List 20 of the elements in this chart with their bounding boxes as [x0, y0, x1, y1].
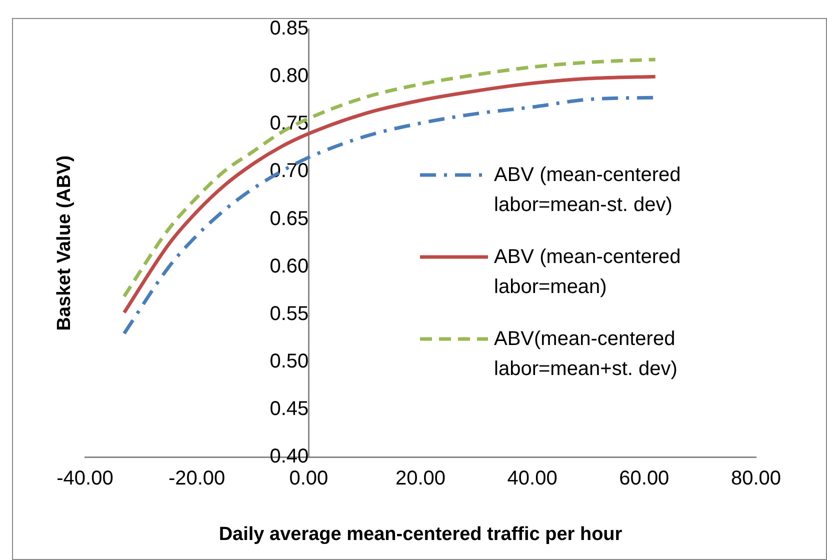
y-tick-label: 0.80 [270, 65, 309, 88]
x-tick-label: 20.00 [395, 468, 446, 490]
legend-label: ABV (mean-centered labor=mean-st. dev) [494, 163, 682, 218]
y-tick-label: 0.50 [270, 350, 309, 373]
y-tick-label: 0.55 [270, 302, 309, 325]
y-tick-label: 0.60 [270, 255, 309, 278]
x-tick-label: 40.00 [507, 468, 558, 490]
legend-label: ABV(mean-centered labor=mean+st. dev) [494, 327, 678, 382]
x-tick-label: -40.00 [56, 468, 114, 490]
y-tick-label: 0.45 [270, 398, 309, 420]
x-tick-label: 0.00 [289, 468, 328, 490]
y-axis-title: Basket Value (ABV) [54, 155, 76, 331]
y-tick-label: 0.40 [270, 446, 309, 468]
x-tick-label: -20.00 [168, 468, 226, 490]
legend-label: ABV (mean-centered labor=mean) [494, 245, 682, 300]
y-tick-label: 0.85 [270, 18, 309, 40]
x-tick-label: 80.00 [730, 468, 782, 490]
y-tick-label: 0.65 [270, 208, 309, 230]
x-axis-title: Daily average mean-centered traffic per hour [218, 524, 623, 545]
x-tick-label: 60.00 [619, 468, 670, 490]
